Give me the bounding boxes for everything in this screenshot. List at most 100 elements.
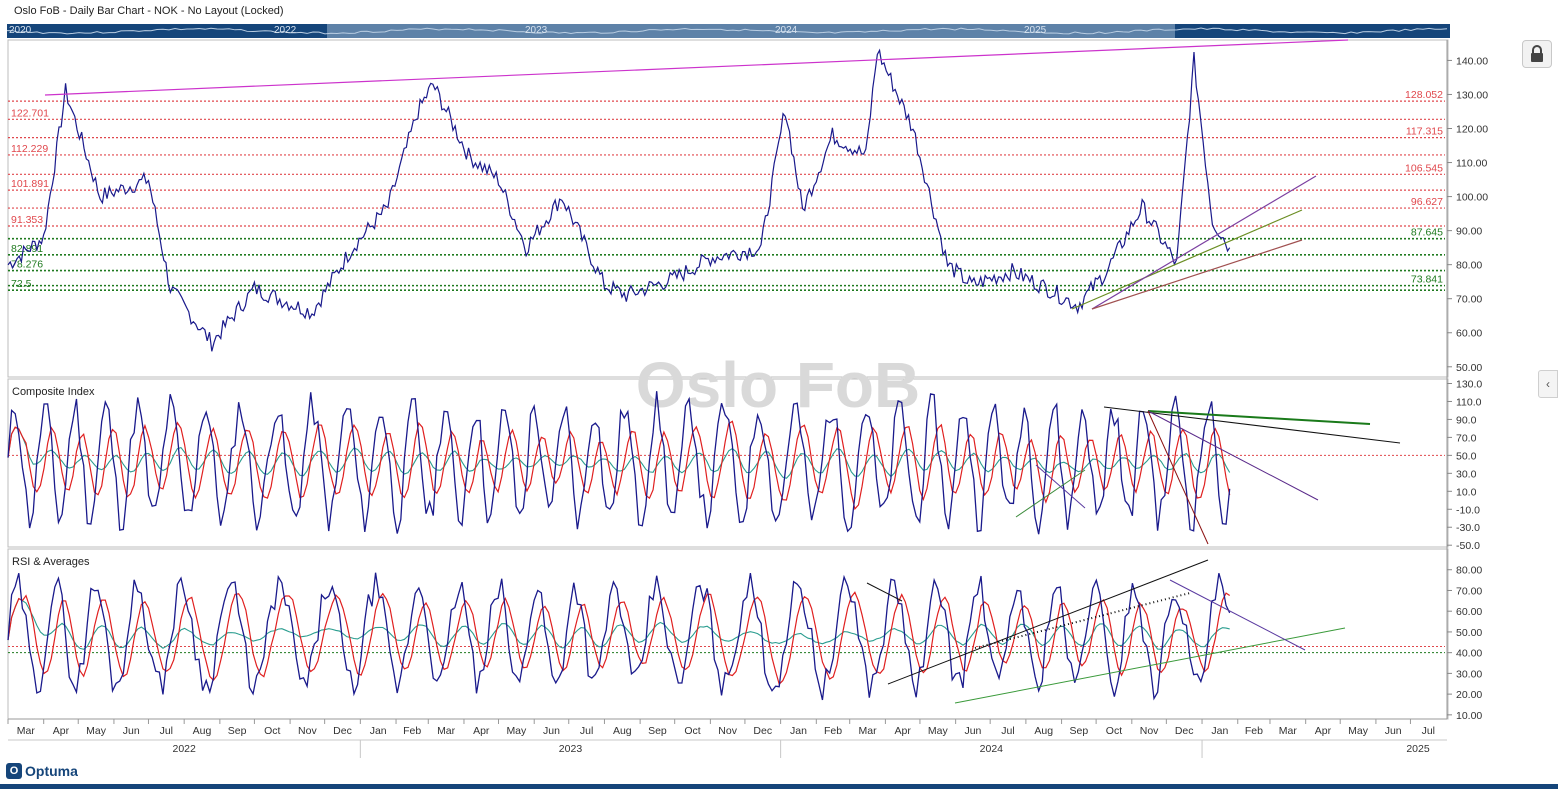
x-tick-label: May	[506, 725, 527, 737]
x-tick-label: Oct	[1106, 725, 1122, 737]
trend-line	[44, 39, 1349, 96]
trend-line	[1147, 410, 1209, 545]
x-tick-label: Sep	[228, 725, 247, 737]
x-tick-label: Nov	[718, 725, 737, 737]
price-series-line	[7, 48, 1231, 352]
trend-line	[1169, 579, 1306, 651]
y-tick-label: 50.00	[1456, 362, 1482, 374]
x-tick-label: Jun	[543, 725, 560, 737]
trend-line	[887, 559, 1209, 685]
trend-line	[1091, 175, 1317, 310]
oscillator-line	[7, 391, 1231, 535]
fast-average-line	[7, 420, 1231, 511]
oscillator-line	[7, 572, 1231, 701]
x-tick-label: Feb	[403, 725, 421, 737]
trend-line	[1091, 239, 1303, 310]
lock-icon	[1531, 45, 1543, 62]
x-tick-label: May	[928, 725, 949, 737]
navigator-year-label: 2024	[775, 25, 798, 36]
support-level-label: 78.276	[11, 259, 43, 271]
x-tick-label: Mar	[1279, 725, 1298, 737]
collapse-panel-button[interactable]: ‹	[1538, 370, 1558, 398]
y-tick-label: 70.00	[1456, 294, 1482, 306]
y-tick-label: 80.00	[1456, 260, 1482, 272]
optuma-logo: O Optuma	[6, 763, 78, 779]
x-tick-label: Dec	[1175, 725, 1194, 737]
resistance-level-label: 128.052	[1405, 89, 1443, 101]
x-tick-label: Apr	[473, 725, 490, 737]
time-navigator[interactable]: 2020 2022 2023 2024 2025	[7, 24, 1450, 38]
x-tick-label: Jul	[160, 725, 173, 737]
resistance-level-label: 117.315	[1406, 126, 1443, 138]
y-tick-label: 80.00	[1456, 565, 1482, 577]
trend-line	[1015, 469, 1086, 518]
trend-line	[1147, 410, 1319, 501]
y-tick-label: 40.00	[1456, 648, 1482, 660]
chart-title: Oslo FoB - Daily Bar Chart - NOK - No La…	[14, 5, 284, 17]
x-tick-label: Jan	[1211, 725, 1228, 737]
y-tick-label: -30.0	[1456, 522, 1480, 534]
y-tick-label: 100.00	[1456, 192, 1488, 204]
x-tick-label: Apr	[1315, 725, 1332, 737]
resistance-level-label: 101.891	[11, 178, 49, 190]
y-tick-label: 110.0	[1456, 396, 1482, 408]
x-tick-label: Jun	[1385, 725, 1402, 737]
x-tick-label: Jan	[370, 725, 387, 737]
y-tick-label: 60.00	[1456, 606, 1482, 618]
y-tick-label: 60.00	[1456, 328, 1482, 340]
y-tick-label: 120.00	[1456, 124, 1488, 136]
optuma-logo-icon: O	[6, 763, 22, 779]
resistance-level-label: 112.229	[11, 143, 48, 155]
y-tick-label: 30.0	[1456, 468, 1477, 480]
navigator-year-label: 2023	[525, 25, 548, 36]
x-tick-label: Feb	[824, 725, 842, 737]
x-tick-label: Jul	[1001, 725, 1014, 737]
y-tick-label: -50.0	[1456, 540, 1480, 552]
navigator-year-label: 2022	[274, 25, 297, 36]
x-tick-label: May	[86, 725, 107, 737]
y-tick-label: 130.00	[1456, 89, 1488, 101]
resistance-level-label: 106.545	[1405, 162, 1443, 174]
x-tick-label: Mar	[17, 725, 36, 737]
slow-average-line	[7, 426, 1231, 479]
x-tick-label: Dec	[333, 725, 352, 737]
y-tick-label: 10.0	[1456, 486, 1477, 498]
trend-line	[1147, 410, 1371, 425]
x-tick-label: Aug	[193, 725, 212, 737]
navigator-year-label: 2025	[1024, 25, 1047, 36]
x-tick-label: Mar	[859, 725, 878, 737]
trend-line	[1071, 209, 1303, 310]
x-tick-label: Jun	[123, 725, 140, 737]
x-tick-label: Nov	[1140, 725, 1159, 737]
x-tick-label: Aug	[613, 725, 632, 737]
x-year-label: 2022	[172, 743, 196, 755]
resistance-level-label: 96.627	[1411, 196, 1443, 208]
trend-line	[866, 582, 903, 602]
x-year-label: 2024	[980, 743, 1004, 755]
chevron-left-icon: ‹	[1546, 377, 1550, 391]
y-tick-label: 90.00	[1456, 226, 1482, 238]
x-tick-label: Jul	[1422, 725, 1435, 737]
trend-line	[1035, 464, 1086, 509]
footer-bar	[0, 784, 1558, 789]
x-tick-label: Oct	[264, 725, 280, 737]
y-tick-label: 70.00	[1456, 585, 1482, 597]
x-tick-label: Dec	[753, 725, 772, 737]
resistance-level-label: 122.701	[11, 107, 49, 119]
logo-text: Optuma	[25, 763, 78, 779]
trend-line	[954, 627, 1346, 704]
support-level-label: 73.841	[1411, 274, 1443, 286]
x-year-label: 2023	[559, 743, 583, 755]
composite-index-title: Composite Index	[12, 386, 95, 398]
lock-button[interactable]	[1522, 40, 1552, 68]
x-tick-label: Nov	[298, 725, 317, 737]
slow-average-line	[7, 597, 1230, 650]
x-tick-label: Sep	[1069, 725, 1088, 737]
support-level-label: 82.891	[11, 243, 43, 255]
support-level-label: 87.645	[1411, 227, 1443, 239]
navigator-selection[interactable]	[327, 24, 1175, 38]
x-tick-label: Sep	[648, 725, 667, 737]
x-tick-label: Jan	[790, 725, 807, 737]
trend-line	[1103, 406, 1401, 444]
